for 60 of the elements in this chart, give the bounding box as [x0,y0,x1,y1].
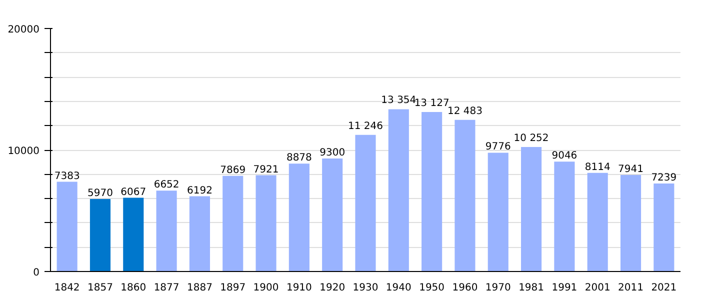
x-tick-label: 1842 [54,282,80,294]
data-label: 13 354 [381,95,416,106]
bar [355,134,376,272]
bar [222,176,244,272]
bar [388,109,409,272]
data-label: 9776 [485,142,511,153]
data-label: 6652 [154,180,180,191]
x-tick-label: 1970 [485,282,511,294]
bar [422,112,442,272]
bar [123,198,144,272]
data-label: 9300 [320,148,346,159]
bar [587,172,608,272]
bar [90,198,111,272]
x-tick-label: 1897 [220,282,246,294]
bar [454,120,476,272]
y-tick-label: 10000 [8,146,40,157]
data-label: 11 246 [348,120,384,132]
bar [488,152,508,272]
x-tick-label: 1920 [320,282,346,294]
x-tick-label: 1860 [120,282,146,294]
x-tick-label: 1991 [552,282,578,294]
x-tick-label: 2021 [651,282,677,294]
x-tick-label: 2011 [618,282,644,294]
bar [322,158,343,272]
x-tick-label: 1930 [352,282,378,294]
bar [189,196,210,272]
bar [256,175,276,272]
bar [156,190,177,272]
data-label: 7383 [54,170,80,182]
x-tick-label: 1900 [253,282,279,294]
data-label: 5970 [88,188,113,199]
bar [288,164,310,272]
data-label: 12 483 [447,106,482,117]
x-tick-label: 2001 [584,282,610,294]
data-label: 7941 [618,164,644,176]
x-tick-label: 1960 [452,282,478,294]
bar [554,162,575,272]
y-tick-label: 0 [33,268,40,278]
y-tick-label: 20000 [8,24,40,36]
x-tick-label: 1877 [154,282,180,294]
data-label: 8114 [584,162,610,173]
x-tick-label: 1950 [419,282,445,294]
data-label: 7239 [651,172,677,184]
bar [620,175,642,272]
data-label: 9046 [552,150,578,162]
bar [654,184,674,272]
data-label: 7921 [253,164,279,176]
data-label: 7869 [220,164,246,176]
data-label: 6192 [186,185,212,196]
x-tick-label: 1981 [518,282,544,294]
x-tick-label: 1887 [186,282,212,294]
data-label: 10 252 [514,132,549,144]
data-label: 8878 [286,152,312,164]
bar [521,146,542,272]
data-label: 6067 [120,186,146,198]
bar [56,182,78,272]
x-tick-label: 1910 [286,282,312,294]
data-label: 13 127 [414,98,450,110]
x-tick-label: 1857 [88,282,113,294]
x-tick-label: 1940 [386,282,412,294]
